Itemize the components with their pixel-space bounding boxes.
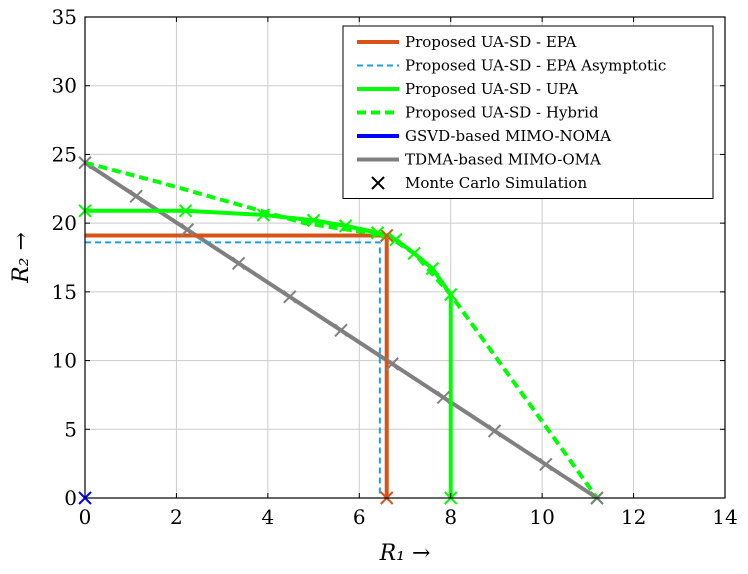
x-tick-label: 14 [712, 505, 737, 529]
x-tick-label: 8 [444, 505, 457, 529]
legend-label: Proposed UA-SD - Hybrid [405, 104, 599, 122]
y-tick-label: 35 [52, 5, 77, 29]
monte-carlo-marker [306, 213, 321, 228]
x-tick-label: 12 [621, 505, 646, 529]
monte-carlo-marker [283, 290, 297, 304]
y-tick-label: 30 [52, 74, 77, 98]
axis-ticks: 0 2 4 6 8 10 12 14 0 5 10 15 20 25 30 35 [52, 5, 738, 529]
monte-carlo-marker [389, 232, 403, 247]
legend-box [342, 25, 714, 199]
legend-label: TDMA-based MIMO-OMA [405, 151, 601, 169]
legend-label: Proposed UA-SD - EPA Asymptotic [405, 57, 666, 75]
monte-carlo-marker [436, 390, 451, 405]
y-axis-label: R₂ → [9, 232, 34, 284]
monte-carlo-marker [370, 226, 385, 240]
y-tick-label: 25 [52, 142, 77, 166]
monte-carlo-marker [256, 208, 270, 222]
x-tick-label: 0 [79, 505, 92, 529]
monte-carlo-marker [231, 256, 246, 270]
monte-carlo-marker [178, 204, 193, 218]
x-axis-label: R₁ → [379, 541, 431, 566]
monte-carlo-marker [129, 189, 143, 203]
monte-carlo-markers [78, 155, 604, 505]
legend-label: Monte Carlo Simulation [405, 174, 587, 192]
monte-carlo-marker [180, 223, 195, 237]
x-tick-label: 10 [529, 505, 554, 529]
monte-carlo-marker [380, 228, 394, 243]
monte-carlo-marker [425, 261, 440, 276]
legend: Proposed UA-SD - EPA Proposed UA-SD - EPA… [342, 25, 714, 199]
legend-marker-swatch [371, 176, 385, 190]
monte-carlo-marker [444, 287, 458, 302]
plot-frame [84, 16, 726, 499]
monte-carlo-marker [385, 357, 399, 371]
monte-carlo-marker [338, 219, 353, 233]
x-tick-label: 2 [170, 505, 183, 529]
monte-carlo-marker [407, 246, 421, 261]
legend-label: GSVD-based MIMO-NOMA [405, 127, 611, 145]
y-tick-label: 0 [64, 486, 77, 510]
y-tick-label: 10 [52, 349, 77, 373]
y-tick-label: 5 [64, 417, 77, 441]
monte-carlo-marker [334, 323, 348, 338]
y-tick-label: 15 [52, 280, 77, 304]
legend-label: Proposed UA-SD - UPA [405, 80, 578, 98]
legend-label: Proposed UA-SD - EPA [405, 33, 577, 51]
y-tick-label: 20 [52, 211, 77, 235]
series-line-2 [85, 241, 381, 498]
monte-carlo-marker [539, 457, 553, 472]
x-tick-label: 4 [261, 505, 274, 529]
series-line-1 [85, 233, 389, 498]
monte-carlo-marker [487, 424, 502, 438]
x-tick-label: 6 [353, 505, 366, 529]
